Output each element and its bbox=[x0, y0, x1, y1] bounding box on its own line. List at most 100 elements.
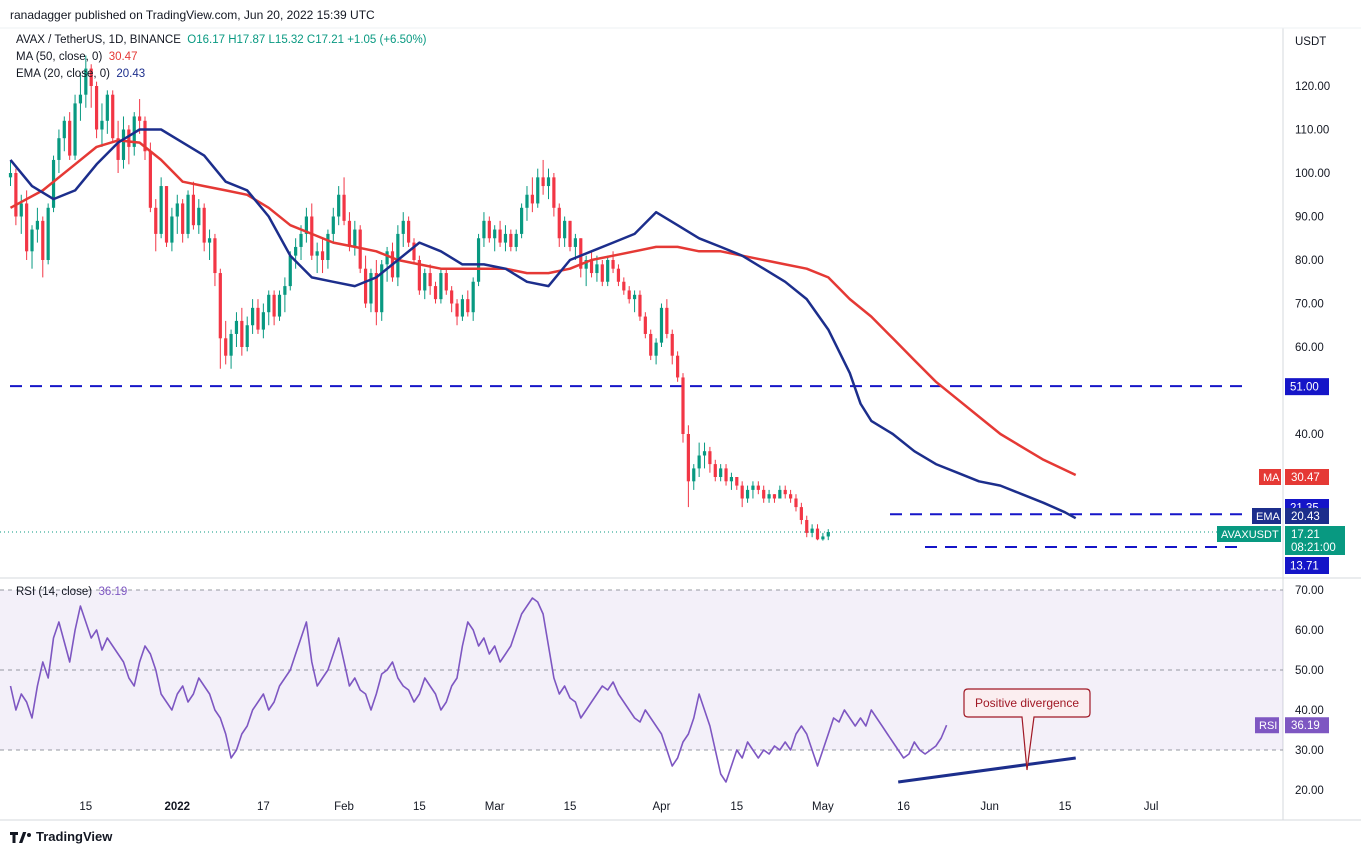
publisher-header: ranadagger published on TradingView.com,… bbox=[10, 8, 375, 22]
candle-body bbox=[369, 273, 373, 304]
rsi-divergence-trendline bbox=[897, 756, 1076, 784]
rsi-tick-label: 20.00 bbox=[1295, 785, 1324, 797]
candle-body bbox=[138, 116, 142, 121]
candle-body bbox=[84, 68, 88, 95]
candle-body bbox=[579, 238, 583, 269]
candle-body bbox=[154, 207, 158, 234]
candle-body bbox=[116, 138, 120, 160]
candle-body bbox=[159, 186, 163, 234]
candle-body bbox=[783, 489, 787, 495]
candle-body bbox=[681, 377, 685, 434]
tradingview-logo[interactable]: TradingView bbox=[10, 829, 112, 844]
candle-body bbox=[396, 233, 400, 278]
candle-body bbox=[374, 273, 378, 313]
candle-body bbox=[568, 220, 572, 247]
x-tick-label: 15 bbox=[1059, 801, 1072, 813]
candle-body bbox=[121, 129, 126, 160]
candle-body bbox=[256, 307, 260, 330]
candle-body bbox=[14, 173, 18, 217]
y-axis-label: USDT bbox=[1295, 36, 1326, 48]
candle-body bbox=[342, 194, 346, 221]
candle-body bbox=[735, 477, 739, 486]
ema-legend[interactable]: EMA (20, close, 0) 20.43 bbox=[16, 68, 145, 80]
price-badge-name: AVAXUSDT bbox=[1221, 529, 1279, 541]
candle-body bbox=[164, 186, 169, 243]
candle-body bbox=[288, 255, 292, 287]
x-tick-label: 15 bbox=[730, 801, 743, 813]
candle-body bbox=[799, 507, 803, 520]
candle-body bbox=[380, 264, 384, 313]
candle-body bbox=[439, 273, 443, 300]
candle-body bbox=[509, 233, 513, 247]
x-tick-label: Feb bbox=[334, 801, 354, 813]
candle-body bbox=[740, 485, 744, 499]
candle-body bbox=[423, 273, 427, 291]
x-tick-label: 17 bbox=[257, 801, 270, 813]
candle-body bbox=[57, 138, 61, 160]
ema-legend-label: EMA (20, close, 0) bbox=[16, 68, 110, 80]
price-badge-value-bg bbox=[1285, 508, 1329, 524]
candle-body bbox=[170, 216, 174, 243]
candle-body bbox=[563, 220, 567, 239]
candle-body bbox=[428, 273, 432, 287]
y-tick-label: 110.00 bbox=[1295, 125, 1329, 137]
rsi-legend[interactable]: RSI (14, close) 36.19 bbox=[16, 586, 127, 598]
price-badge-value: 17.21 bbox=[1291, 529, 1320, 541]
ma-legend[interactable]: MA (50, close, 0) 30.47 bbox=[16, 51, 137, 63]
ma-legend-value: 30.47 bbox=[108, 51, 138, 63]
candle-body bbox=[649, 333, 653, 356]
candle-body bbox=[197, 207, 201, 226]
candle-body bbox=[616, 268, 621, 282]
candle-body bbox=[487, 220, 491, 239]
rsi-tick-label: 30.00 bbox=[1295, 745, 1324, 757]
x-tick-label: 15 bbox=[79, 801, 92, 813]
candle-body bbox=[30, 229, 34, 252]
rsi-legend-value: 36.19 bbox=[98, 586, 128, 598]
change-value: +1.05 (+6.50%) bbox=[347, 34, 427, 46]
candle-body bbox=[245, 325, 249, 347]
candle-body bbox=[557, 207, 561, 239]
candle-body bbox=[450, 290, 454, 304]
candle-body bbox=[692, 468, 696, 482]
candle-body bbox=[676, 355, 680, 378]
candle-body bbox=[514, 233, 518, 247]
candle-body bbox=[148, 151, 152, 208]
candle-body bbox=[498, 229, 502, 243]
candle-body bbox=[175, 203, 179, 217]
x-tick-label: Apr bbox=[653, 801, 671, 813]
candle-body bbox=[444, 273, 448, 291]
candle-body bbox=[100, 120, 104, 130]
candle-body bbox=[181, 203, 185, 234]
candle-body bbox=[552, 177, 556, 208]
symbol-name[interactable]: AVAX / TetherUS, 1D, BINANCE bbox=[16, 34, 181, 46]
candle-body bbox=[745, 489, 750, 499]
candle-body bbox=[218, 273, 222, 339]
candle-body bbox=[772, 494, 777, 499]
candle-body bbox=[627, 290, 631, 300]
candle-body bbox=[826, 531, 830, 537]
candle-body bbox=[600, 264, 604, 282]
candle-body bbox=[654, 342, 658, 356]
price-badge-value: 20.43 bbox=[1291, 511, 1320, 523]
candle-body bbox=[589, 260, 594, 274]
ma-legend-label: MA (50, close, 0) bbox=[16, 51, 103, 63]
candle-body bbox=[320, 251, 325, 260]
candle-body bbox=[251, 307, 255, 326]
candle-body bbox=[471, 281, 475, 313]
key-level-label: 13.71 bbox=[1290, 561, 1319, 573]
candle-body bbox=[659, 307, 664, 343]
high-value: H17.87 bbox=[228, 34, 266, 46]
y-tick-label: 90.00 bbox=[1295, 212, 1324, 224]
candle-body bbox=[595, 264, 599, 274]
candle-body bbox=[778, 489, 782, 499]
candle-body bbox=[794, 498, 798, 508]
rsi-badge-name-bg bbox=[1255, 717, 1279, 734]
x-tick-label: Jul bbox=[1144, 801, 1159, 813]
candle-body bbox=[670, 333, 674, 356]
rsi-tick-label: 70.00 bbox=[1295, 585, 1324, 597]
x-tick-label: 15 bbox=[564, 801, 577, 813]
candle-body bbox=[810, 528, 814, 533]
candle-body bbox=[520, 207, 524, 234]
candle-body bbox=[51, 159, 56, 208]
